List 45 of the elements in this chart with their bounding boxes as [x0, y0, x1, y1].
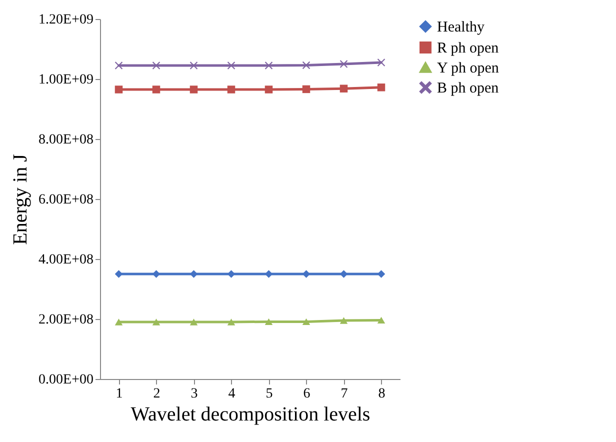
legend-label: R ph open	[437, 40, 500, 56]
point	[264, 86, 273, 94]
point	[377, 84, 386, 92]
point	[190, 318, 198, 326]
y-tick-label: 4.00E+08	[38, 252, 94, 268]
point	[264, 62, 273, 70]
x-tick-label: 5	[266, 386, 273, 402]
y-tick-label: 6.00E+08	[38, 192, 94, 208]
point	[190, 86, 198, 94]
point	[302, 61, 310, 70]
x-axis-title: Wavelet decomposition levels	[130, 404, 370, 426]
point	[114, 62, 123, 70]
point	[340, 84, 348, 92]
y-axis-title: Energy in J	[10, 154, 32, 245]
legend-label: Healthy	[437, 20, 485, 36]
point	[340, 317, 348, 324]
y-tick-label: 8.00E+08	[38, 132, 94, 148]
point	[114, 86, 123, 94]
x-tick-label: 7	[340, 386, 348, 402]
point	[227, 62, 236, 70]
point	[114, 318, 123, 326]
x-tick-label: 4	[228, 386, 236, 402]
legend-label: Y ph open	[437, 60, 500, 76]
y-tick-label: 1.00E+09	[38, 72, 94, 88]
point	[227, 86, 236, 94]
x-tick-label: 8	[378, 386, 386, 402]
point	[190, 62, 198, 70]
point	[302, 318, 310, 326]
x-tick-label: 1	[116, 386, 123, 402]
point	[264, 318, 273, 326]
point	[340, 60, 348, 68]
point	[152, 86, 160, 94]
x-tick-label: 2	[153, 386, 160, 402]
point	[152, 62, 160, 70]
legend-label: B ph open	[437, 80, 500, 96]
point	[152, 318, 160, 326]
y-tick-label: 2.00E+08	[38, 312, 94, 328]
point	[227, 318, 236, 326]
y-tick-label: 0.00E+00	[38, 372, 94, 388]
point	[377, 58, 386, 66]
x-tick-label: 6	[303, 386, 310, 402]
x-tick-label: 3	[190, 386, 198, 402]
y-tick-label: 1.20E+09	[38, 12, 94, 28]
point	[302, 85, 310, 94]
point	[377, 316, 386, 324]
